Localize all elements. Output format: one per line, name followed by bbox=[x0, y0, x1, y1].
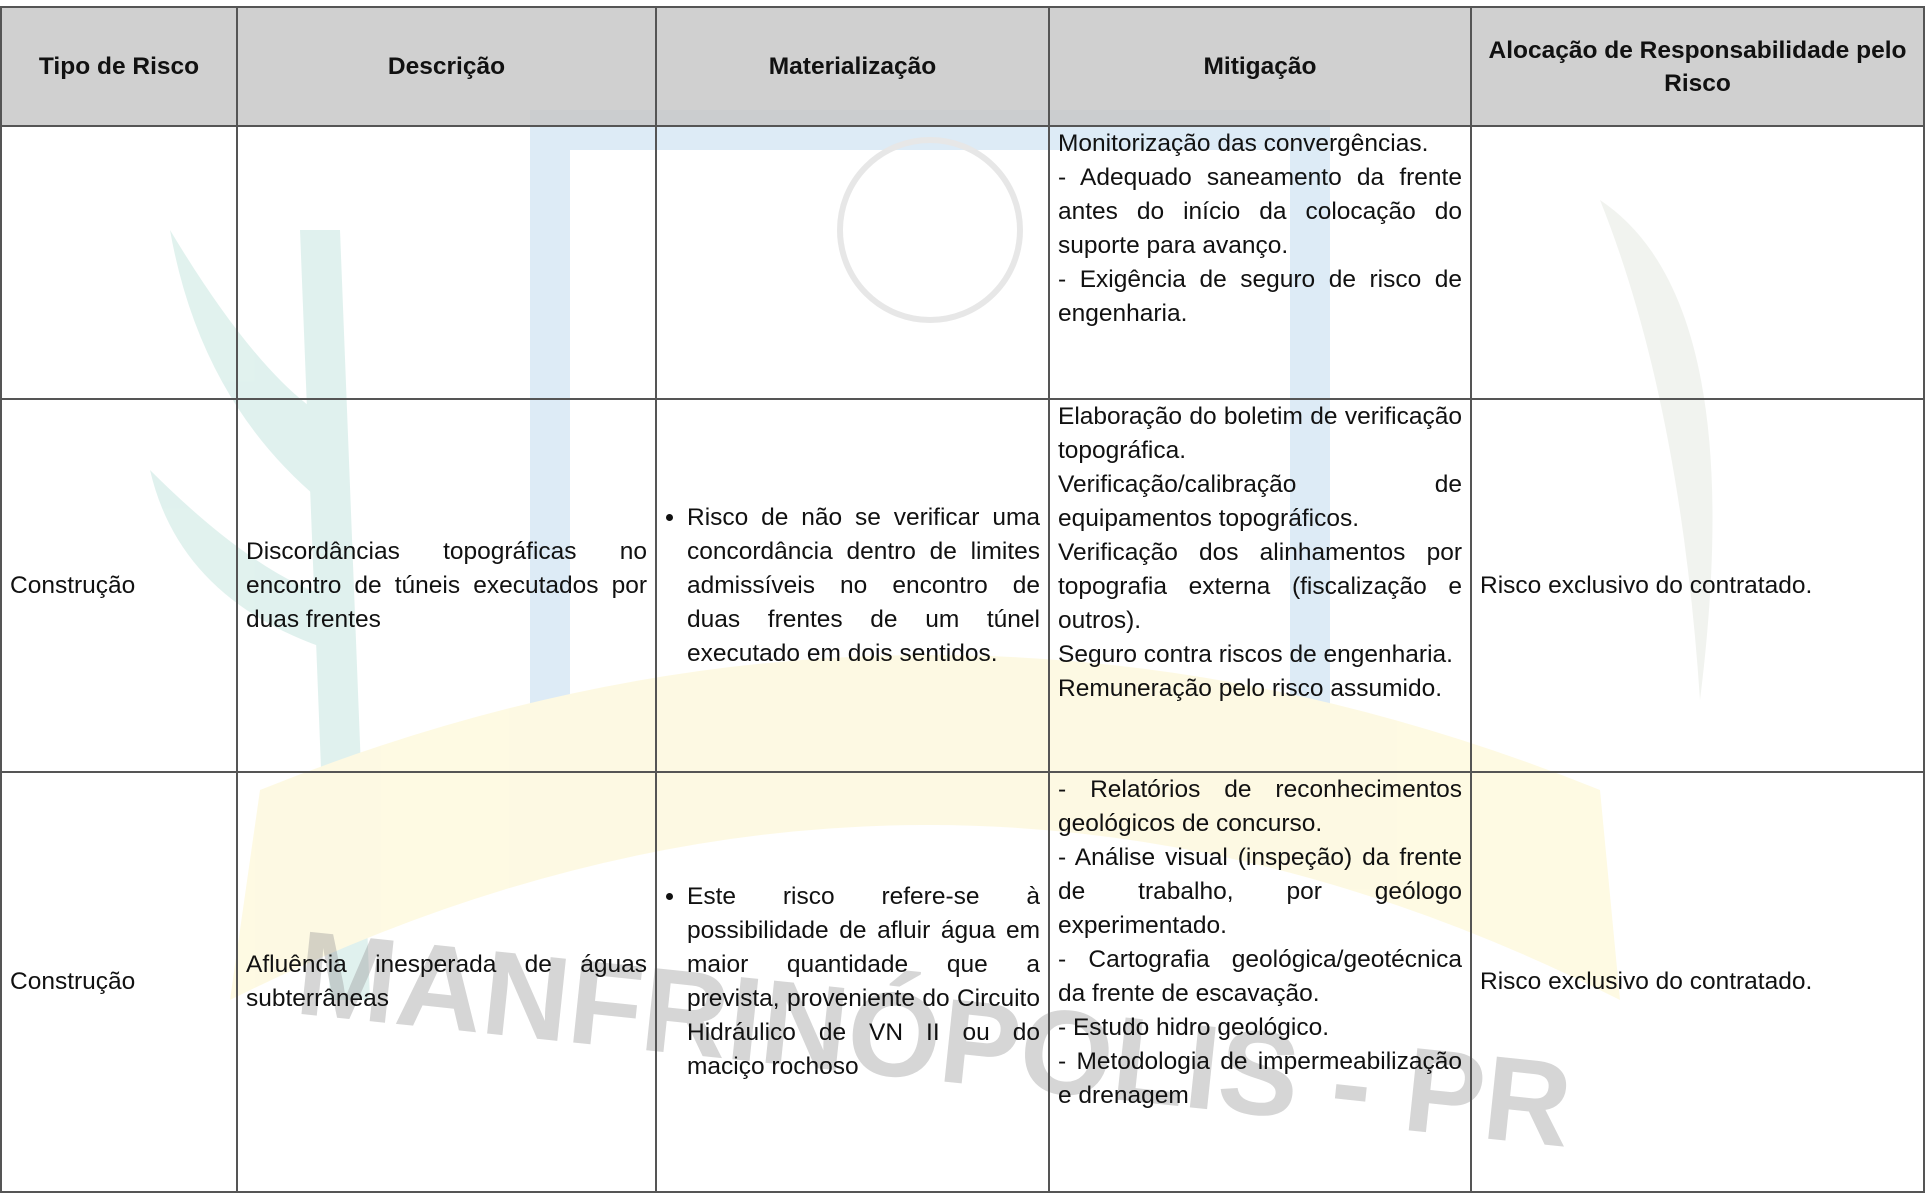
table-row: Construção Discordâncias topográficas no … bbox=[0, 398, 1925, 773]
allocation: Risco exclusivo do contratado. bbox=[1470, 398, 1925, 773]
mitigation: Elaboração do boletim de verificação top… bbox=[1048, 398, 1472, 773]
mitigation: - Relatórios de reconhecimentos geológic… bbox=[1048, 771, 1472, 1193]
risk-table: Tipo de Risco Descrição Materialização Miti… bbox=[0, 6, 1925, 1193]
mitigation-item: Verificação/calibração de equipamentos t… bbox=[1058, 471, 1462, 532]
table-body: Monitorização das convergências. - Adequa… bbox=[0, 125, 1925, 1193]
allocation bbox=[1470, 125, 1925, 400]
mitigation-item: - Metodologia de impermeabilização e dre… bbox=[1058, 1048, 1462, 1109]
mitigation-item: Elaboração do boletim de verificação top… bbox=[1058, 403, 1462, 464]
bullet-item: Risco de não se verificar uma concordânc… bbox=[687, 501, 1040, 671]
mitigation-item: Monitorização das convergências. bbox=[1058, 130, 1429, 157]
bullet-item: Este risco refere-se à possibilidade de … bbox=[687, 880, 1040, 1084]
mitigation-item: - Relatórios de reconhecimentos geológic… bbox=[1058, 776, 1462, 837]
description bbox=[236, 125, 657, 400]
bullet-list: Risco de não se verificar uma concordânc… bbox=[665, 501, 1040, 671]
risk-type: Construção bbox=[0, 398, 238, 773]
mitigation-item: Seguro contra riscos de engenharia. bbox=[1058, 641, 1453, 668]
mitigation-item: Verificação dos alinhamentos por topogra… bbox=[1058, 539, 1462, 634]
bullet-list: Este risco refere-se à possibilidade de … bbox=[665, 880, 1040, 1084]
header-cell: Tipo de Risco bbox=[0, 6, 238, 127]
header-cell: Alocação de Responsabilidade pelo Risco bbox=[1470, 6, 1925, 127]
table-row: Monitorização das convergências. - Adequa… bbox=[0, 125, 1925, 400]
description: Afluência inesperada de águas subterrâne… bbox=[236, 771, 657, 1193]
materialization bbox=[655, 125, 1050, 400]
mitigation-item: - Estudo hidro geológico. bbox=[1058, 1014, 1330, 1041]
mitigation-item: - Cartografia geológica/geotécnica da fr… bbox=[1058, 946, 1462, 1007]
materialization: Este risco refere-se à possibilidade de … bbox=[655, 771, 1050, 1193]
materialization: Risco de não se verificar uma concordânc… bbox=[655, 398, 1050, 773]
mitigation-item: Remuneração pelo risco assumido. bbox=[1058, 675, 1443, 702]
mitigation-item: - Análise visual (inspeção) da frente de… bbox=[1058, 844, 1462, 939]
header-cell: Mitigação bbox=[1048, 6, 1472, 127]
description: Discordâncias topográficas no encontro d… bbox=[236, 398, 657, 773]
header-cell: Descrição bbox=[236, 6, 657, 127]
table-row: Construção Afluência inesperada de águas … bbox=[0, 771, 1925, 1193]
mitigation-item: - Exigência de seguro de risco de engenh… bbox=[1058, 266, 1462, 327]
risk-type bbox=[0, 125, 238, 400]
risk-type: Construção bbox=[0, 771, 238, 1193]
header-cell: Materialização bbox=[655, 6, 1050, 127]
allocation: Risco exclusivo do contratado. bbox=[1470, 771, 1925, 1193]
mitigation: Monitorização das convergências. - Adequa… bbox=[1048, 125, 1472, 400]
mitigation-item: - Adequado saneamento da frente antes do… bbox=[1058, 164, 1462, 259]
header-row: Tipo de Risco Descrição Materialização Miti… bbox=[0, 6, 1925, 127]
